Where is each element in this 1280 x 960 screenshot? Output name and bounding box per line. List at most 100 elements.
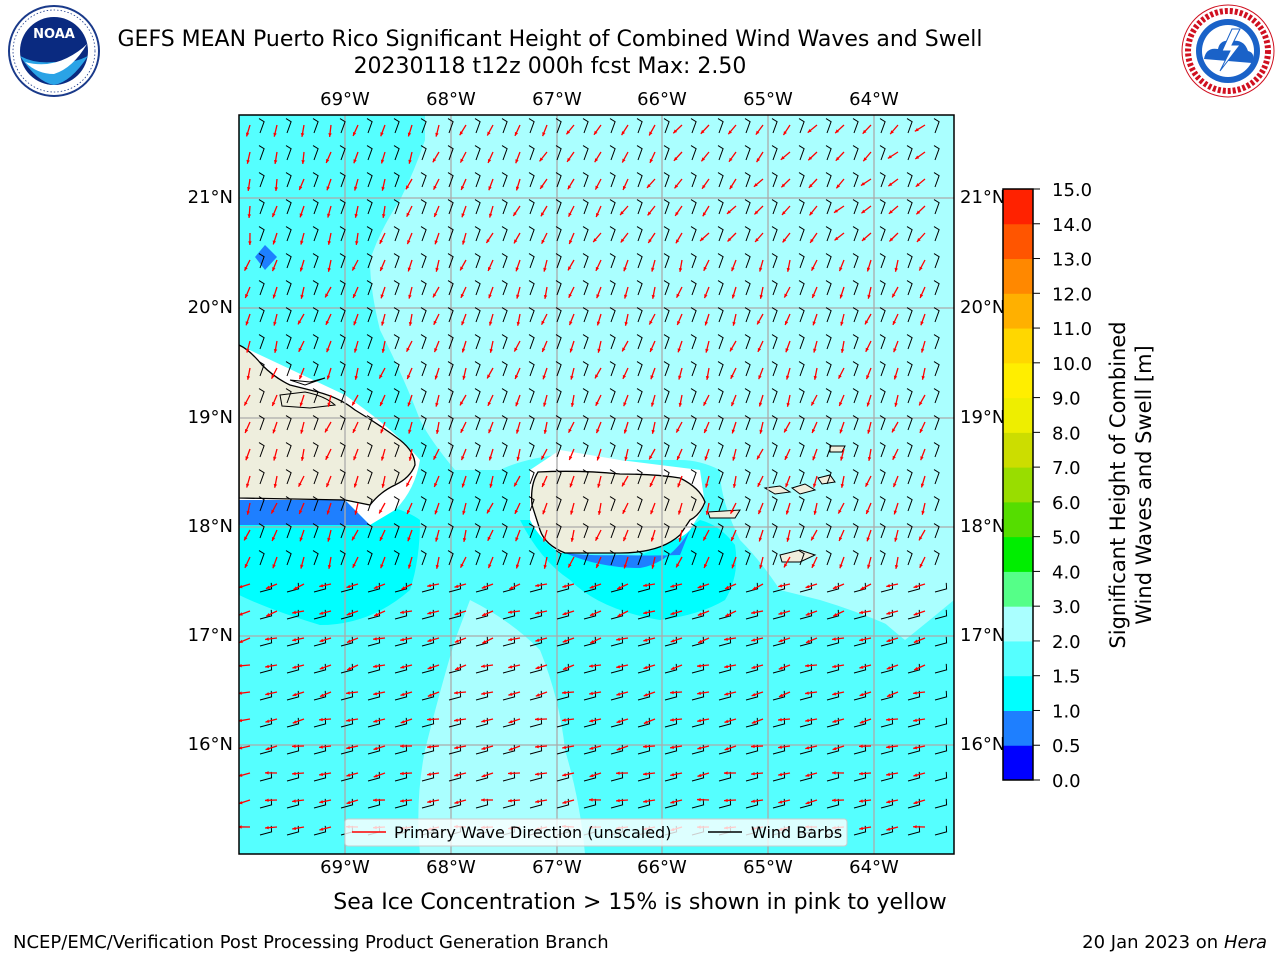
wave-arrow-head: [515, 537, 519, 542]
wave-arrow-head: [299, 213, 303, 218]
wave-arrow-head: [326, 186, 330, 191]
wind-barb: [663, 199, 670, 215]
wind-barb: [312, 199, 319, 215]
wave-arrow-head: [454, 773, 459, 777]
wave-arrow-head: [697, 746, 702, 750]
colorbar-cell: [1003, 189, 1033, 225]
wind-barb: [906, 334, 913, 350]
wind-barb: [771, 145, 778, 161]
wind-barb: [853, 717, 867, 728]
wind-barb: [556, 609, 570, 620]
wind-barb: [312, 334, 319, 350]
wave-arrow-head: [893, 375, 898, 380]
wave-arrow-head: [678, 375, 682, 380]
wave-arrow-head: [462, 240, 466, 245]
wind-barb: [474, 145, 481, 161]
footer-host: Hera: [1223, 932, 1267, 953]
wave-arrow-head: [725, 585, 730, 589]
wave-arrow-head: [407, 132, 412, 137]
lon-label-bottom: 67°W: [532, 857, 582, 878]
wave-arrow-head: [887, 155, 892, 159]
wave-arrow-head: [562, 611, 567, 616]
wave-arrow-head: [838, 536, 843, 541]
wind-barb: [879, 415, 886, 431]
wave-arrow-head: [651, 402, 655, 407]
wind-barb: [448, 582, 462, 593]
wind-barb: [825, 172, 832, 188]
wind-barb: [447, 334, 454, 350]
wave-arrow-head: [705, 483, 709, 488]
wind-barb: [583, 609, 597, 620]
wind-barb: [339, 442, 346, 458]
wave-arrow-head: [839, 429, 843, 434]
wind-barb: [474, 388, 481, 404]
wind-barb: [447, 388, 454, 404]
wind-barb: [798, 469, 805, 485]
wind-barb: [879, 280, 886, 296]
wind-barb: [475, 744, 489, 755]
wind-barb: [393, 172, 400, 188]
wave-arrow-head: [616, 719, 621, 724]
map-legend: Primary Wave Direction (unscaled) Wind B…: [344, 818, 848, 847]
wind-barb: [609, 442, 616, 458]
wind-barb: [366, 199, 373, 215]
wind-barb: [906, 361, 913, 377]
wind-barb: [528, 442, 535, 458]
legend-wave-label: Primary Wave Direction (unscaled): [394, 823, 671, 842]
wave-arrow-head: [673, 129, 678, 134]
wave-arrow-head: [759, 294, 763, 299]
wind-barb: [501, 442, 508, 458]
wind-barb: [474, 199, 481, 215]
wave-arrow-head: [247, 187, 251, 191]
sea-ice-note: Sea Ice Concentration > 15% is shown in …: [333, 890, 947, 915]
wind-barb: [609, 226, 616, 242]
wind-barb: [906, 388, 913, 404]
wave-arrow-head: [649, 482, 654, 487]
wind-barb: [555, 226, 562, 242]
wind-barb: [933, 307, 940, 323]
wave-arrow-head: [562, 639, 567, 643]
wave-arrow-head: [751, 744, 755, 749]
wave-arrow-head: [435, 402, 439, 407]
wave-arrow-head: [432, 158, 437, 163]
wind-barb: [366, 145, 373, 161]
wind-barb: [798, 388, 805, 404]
wind-barb: [340, 582, 354, 593]
legend-barb-label: Wind Barbs: [751, 823, 842, 842]
wave-arrow-head: [813, 483, 817, 488]
wave-arrow-head: [460, 563, 464, 568]
wave-arrow-head: [866, 375, 870, 380]
wave-arrow-head: [732, 483, 737, 488]
wind-barb: [528, 334, 535, 350]
wave-arrow-head: [886, 666, 891, 670]
wave-arrow-head: [596, 212, 600, 217]
wave-arrow-head: [651, 267, 655, 272]
wind-barb: [528, 280, 535, 296]
wind-barb: [582, 334, 589, 350]
wave-arrow-head: [488, 213, 493, 218]
wind-barb: [690, 145, 697, 161]
wave-arrow-head: [400, 692, 405, 697]
wind-barb: [393, 415, 400, 431]
wind-barb: [934, 771, 948, 782]
wave-arrow-head: [326, 159, 330, 164]
wind-barb: [771, 550, 778, 566]
wind-barb: [501, 172, 508, 188]
wave-arrow-head: [562, 773, 567, 777]
wave-arrow-head: [245, 294, 249, 299]
wave-arrow-head: [244, 266, 248, 271]
wave-arrow-head: [246, 348, 250, 353]
wave-arrow-head: [861, 237, 866, 241]
wind-barb: [879, 334, 886, 350]
wind-barb: [744, 388, 751, 404]
wave-arrow-head: [840, 456, 844, 461]
wind-barb: [312, 442, 319, 458]
wind-barb: [636, 226, 643, 242]
wind-barb: [771, 118, 778, 134]
wind-barb: [582, 469, 589, 485]
lon-label-top: 66°W: [637, 89, 687, 110]
wave-arrow-head: [590, 639, 595, 644]
wind-barb: [528, 550, 535, 566]
wave-arrow-head: [886, 717, 890, 722]
